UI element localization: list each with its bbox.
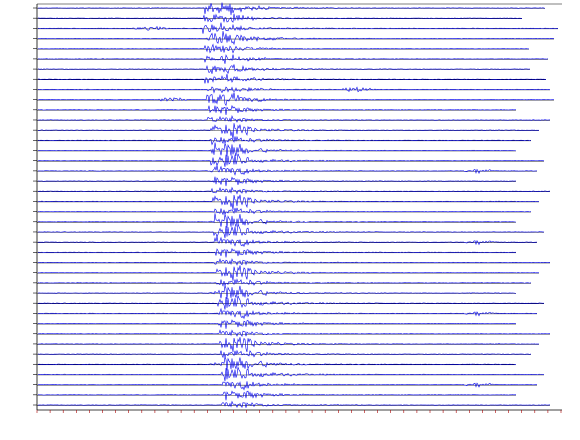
trace <box>37 207 532 216</box>
trace <box>37 43 530 54</box>
trace <box>37 213 516 228</box>
trace <box>37 123 540 140</box>
trace <box>37 278 532 287</box>
traces <box>37 2 558 408</box>
trace <box>37 337 540 353</box>
trace <box>37 13 523 23</box>
trace <box>37 349 532 359</box>
trace <box>37 73 547 84</box>
trace <box>37 329 551 337</box>
trace <box>37 381 538 391</box>
trace <box>37 142 516 157</box>
trace <box>37 135 532 146</box>
trace <box>37 265 540 281</box>
trace <box>37 307 538 320</box>
trace <box>37 223 545 239</box>
trace <box>37 22 558 34</box>
trace <box>37 400 551 408</box>
trace <box>37 236 538 248</box>
trace <box>37 366 545 382</box>
trace <box>37 30 555 46</box>
trace <box>37 319 517 329</box>
trace <box>37 104 517 116</box>
trace <box>37 92 555 107</box>
trace <box>37 284 516 300</box>
trace <box>37 86 551 94</box>
trace <box>37 194 540 210</box>
trace <box>37 355 516 371</box>
trace <box>37 2 546 16</box>
trace <box>37 153 545 167</box>
trace <box>37 186 551 195</box>
trace <box>37 176 517 187</box>
trace <box>37 247 517 258</box>
trace <box>37 54 549 64</box>
axis-ticks <box>33 7 562 413</box>
trace <box>37 295 545 310</box>
trace <box>37 64 531 75</box>
trace <box>37 115 551 123</box>
trace <box>37 258 551 266</box>
trace <box>37 390 517 401</box>
trace <box>37 165 538 176</box>
